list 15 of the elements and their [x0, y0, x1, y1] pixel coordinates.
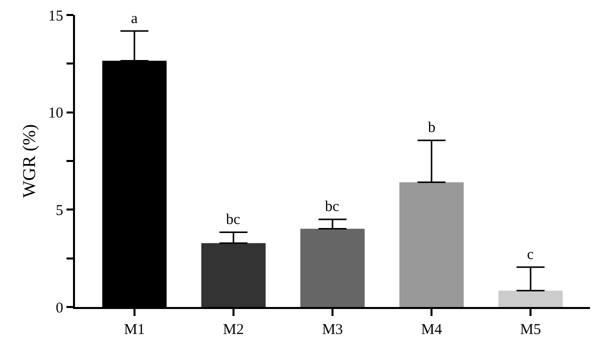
- x-tick-label: M2: [223, 322, 244, 338]
- annotation: a: [131, 11, 138, 27]
- annotation: c: [527, 247, 534, 263]
- annotation: bc: [325, 199, 340, 215]
- y-axis-title: WGR (%): [18, 124, 39, 198]
- x-tick-label: M1: [124, 322, 145, 338]
- x-tick-label: M5: [520, 322, 541, 338]
- y-tick-label: 0: [56, 300, 64, 316]
- y-tick-label: 10: [48, 106, 64, 122]
- x-tick-label: M4: [421, 322, 442, 338]
- annotation: bc: [226, 212, 240, 228]
- x-tick-label: M3: [322, 322, 343, 338]
- y-tick-label: 5: [56, 202, 64, 219]
- annotation: b: [428, 120, 436, 136]
- y-tick-label: 15: [48, 8, 64, 24]
